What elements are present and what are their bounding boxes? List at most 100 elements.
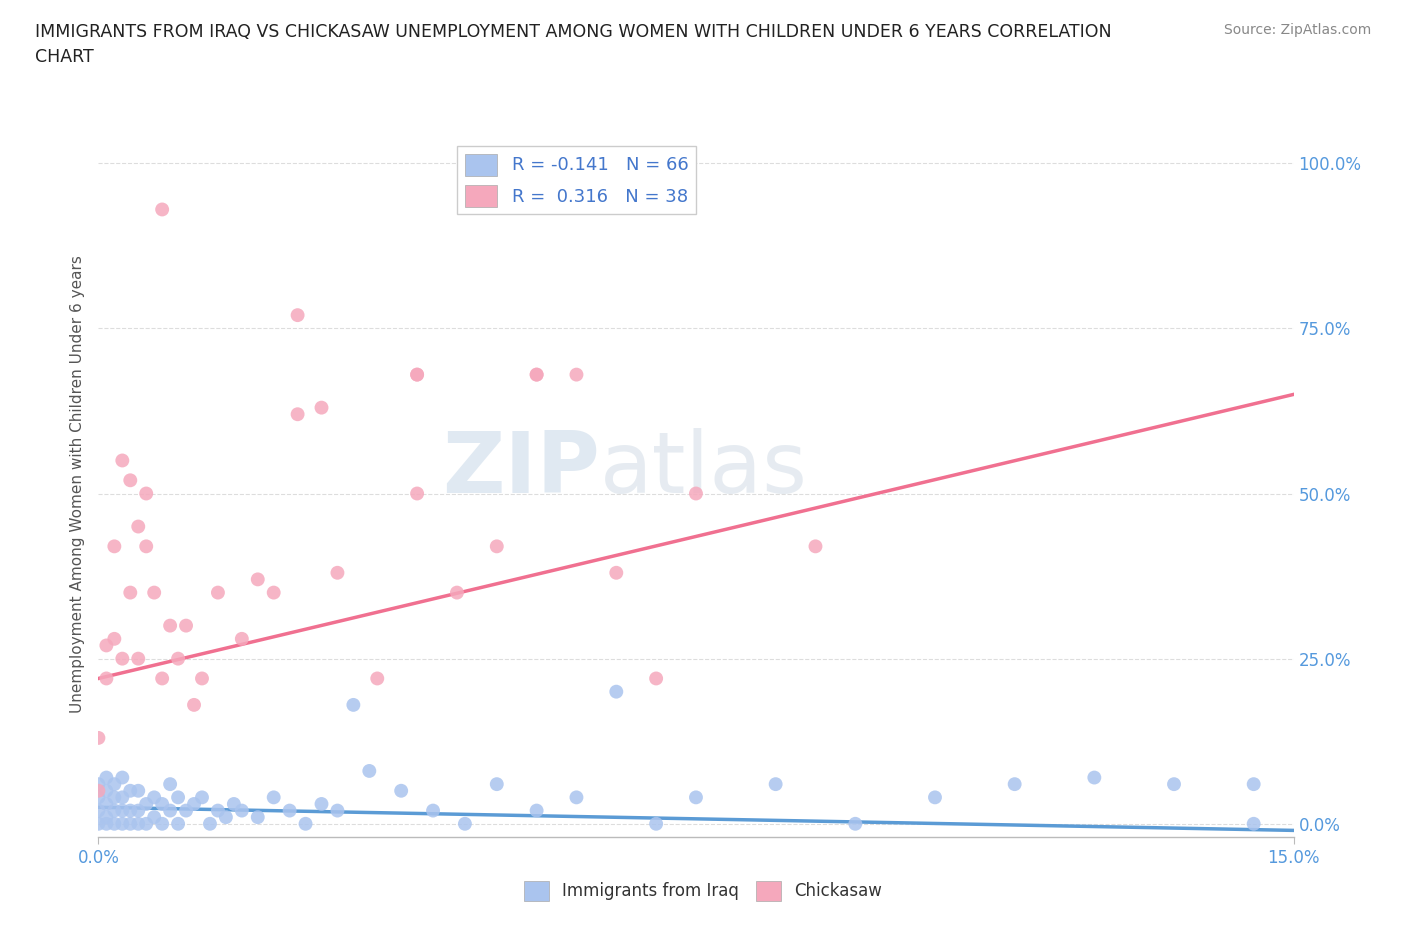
Point <box>231 631 253 646</box>
Point <box>366 671 388 686</box>
Point <box>111 651 134 666</box>
Point <box>565 367 588 382</box>
Point <box>87 790 110 804</box>
Point <box>263 790 285 804</box>
Point <box>198 817 221 831</box>
Point <box>1004 777 1026 791</box>
Point <box>150 671 173 686</box>
Point <box>263 585 285 600</box>
Point <box>1163 777 1185 791</box>
Point <box>87 817 110 831</box>
Point <box>287 406 309 421</box>
Point <box>167 790 190 804</box>
Point <box>565 790 588 804</box>
Point <box>844 817 866 831</box>
Point <box>127 519 149 534</box>
Point <box>342 698 364 712</box>
Point <box>103 790 125 804</box>
Point <box>120 817 142 831</box>
Point <box>111 817 134 831</box>
Text: IMMIGRANTS FROM IRAQ VS CHICKASAW UNEMPLOYMENT AMONG WOMEN WITH CHILDREN UNDER 6: IMMIGRANTS FROM IRAQ VS CHICKASAW UNEMPL… <box>35 23 1112 66</box>
Point <box>526 367 548 382</box>
Point <box>135 538 157 553</box>
Point <box>159 618 181 633</box>
Point <box>406 367 429 382</box>
Point <box>191 671 214 686</box>
Point <box>96 671 118 686</box>
Point <box>605 565 627 580</box>
Legend: R = -0.141   N = 66, R =  0.316   N = 38: R = -0.141 N = 66, R = 0.316 N = 38 <box>457 146 696 214</box>
Point <box>645 671 668 686</box>
Point <box>183 698 205 712</box>
Point <box>222 796 245 811</box>
Point <box>87 783 110 798</box>
Point <box>231 804 253 818</box>
Point <box>294 817 316 831</box>
Point <box>127 817 149 831</box>
Point <box>454 817 477 831</box>
Point <box>150 796 173 811</box>
Point <box>924 790 946 804</box>
Point <box>96 770 118 785</box>
Point <box>278 804 301 818</box>
Point <box>96 817 118 831</box>
Point <box>287 308 309 323</box>
Point <box>765 777 787 791</box>
Point <box>167 651 190 666</box>
Point <box>174 804 197 818</box>
Point <box>135 486 157 501</box>
Point <box>103 777 125 791</box>
Point <box>87 804 110 818</box>
Point <box>111 770 134 785</box>
Point <box>135 817 157 831</box>
Point <box>1243 777 1265 791</box>
Point <box>804 538 827 553</box>
Point <box>159 804 181 818</box>
Point <box>183 796 205 811</box>
Point <box>103 538 125 553</box>
Point <box>406 367 429 382</box>
Point <box>422 804 444 818</box>
Point <box>246 810 269 825</box>
Point <box>246 572 269 587</box>
Point <box>103 804 125 818</box>
Point <box>87 777 110 791</box>
Point <box>526 367 548 382</box>
Point <box>150 817 173 831</box>
Point <box>111 804 134 818</box>
Point <box>406 486 429 501</box>
Point <box>143 810 166 825</box>
Point <box>359 764 381 778</box>
Point <box>311 400 333 415</box>
Point <box>685 790 707 804</box>
Point <box>326 565 349 580</box>
Point <box>685 486 707 501</box>
Point <box>326 804 349 818</box>
Point <box>103 817 125 831</box>
Point <box>96 638 118 653</box>
Point <box>127 783 149 798</box>
Point <box>143 790 166 804</box>
Point <box>103 631 125 646</box>
Point <box>120 783 142 798</box>
Point <box>96 796 118 811</box>
Text: atlas: atlas <box>600 428 808 511</box>
Point <box>111 790 134 804</box>
Point <box>120 585 142 600</box>
Point <box>167 817 190 831</box>
Text: Source: ZipAtlas.com: Source: ZipAtlas.com <box>1223 23 1371 37</box>
Point <box>174 618 197 633</box>
Point <box>485 538 508 553</box>
Point <box>127 804 149 818</box>
Point <box>526 804 548 818</box>
Point <box>96 783 118 798</box>
Point <box>111 453 134 468</box>
Point <box>389 783 412 798</box>
Point <box>215 810 238 825</box>
Point <box>120 472 142 487</box>
Point <box>446 585 468 600</box>
Text: ZIP: ZIP <box>443 428 600 511</box>
Point <box>143 585 166 600</box>
Y-axis label: Unemployment Among Women with Children Under 6 years: Unemployment Among Women with Children U… <box>69 255 84 712</box>
Point <box>191 790 214 804</box>
